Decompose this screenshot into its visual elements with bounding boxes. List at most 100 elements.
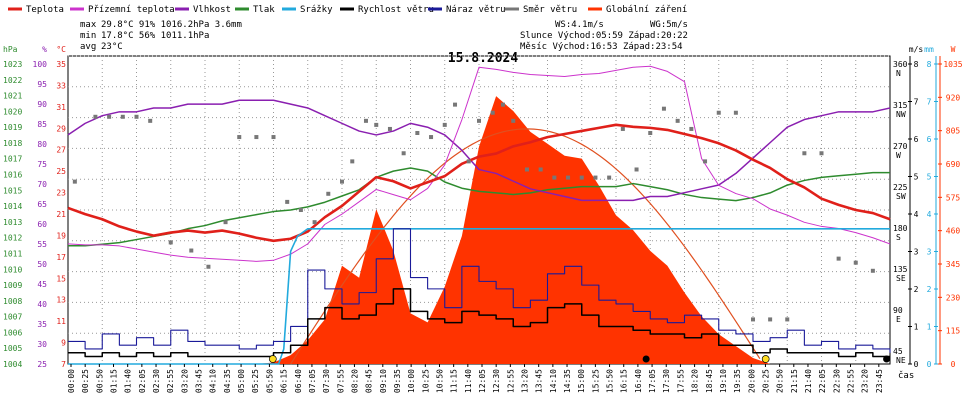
x-tick-label: 13:45 xyxy=(535,369,544,393)
hpa-axis-tick: 1008 xyxy=(3,297,22,306)
wind-direction-point xyxy=(648,131,653,135)
wind-direction-point xyxy=(716,110,721,115)
wind-direction-point xyxy=(802,151,807,156)
ms-axis-tick: 2 xyxy=(914,285,919,294)
w-axis-tick: 460 xyxy=(946,227,961,236)
wind-direction-point xyxy=(661,106,666,111)
chart-title: 15.8.2024 xyxy=(448,51,519,66)
w-axis-tick: 1035 xyxy=(943,60,962,69)
legend-label: Náraz větru xyxy=(446,5,506,15)
x-tick-label: 03:20 xyxy=(180,369,189,393)
degc-axis-tick: 9 xyxy=(61,339,66,348)
degc-axis-tick: 25 xyxy=(56,167,66,176)
dir-tick-name: SW xyxy=(896,192,906,201)
x-tick-label: 23:20 xyxy=(861,369,870,393)
wind-direction-point xyxy=(675,118,680,123)
stat-max-values: 29.8°C 91% 1016.2hPa 3.6mm xyxy=(101,20,242,30)
hpa-axis-tick: 1020 xyxy=(3,107,22,116)
x-tick-label: 01:40 xyxy=(124,369,133,393)
degc-axis-tick: 11 xyxy=(56,317,66,326)
wind-direction-point xyxy=(363,118,368,123)
wind-direction-point xyxy=(107,114,112,119)
pct-axis-tick: 70 xyxy=(37,180,47,189)
wind-direction-point xyxy=(620,126,625,131)
series-line xyxy=(67,123,891,243)
x-tick-label: 02:05 xyxy=(138,369,147,393)
hpa-axis-tick: 1015 xyxy=(3,186,22,195)
wind-direction-point xyxy=(237,135,242,140)
wind-direction-point xyxy=(751,317,755,322)
pct-axis-unit: % xyxy=(42,45,47,54)
dir-tick-deg: 180 xyxy=(893,224,908,233)
stats-panel: max 29.8°C 91% 1016.2hPa 3.6mm min 17.8°… xyxy=(80,20,688,52)
wind-direction-point xyxy=(148,118,153,123)
pct-axis-tick: 40 xyxy=(37,300,47,309)
w-axis-tick: 115 xyxy=(946,327,961,336)
hpa-axis-tick: 1017 xyxy=(3,155,22,164)
x-tick-label: 12:30 xyxy=(492,369,501,393)
x-tick-label: 22:55 xyxy=(846,369,855,393)
ms-axis-tick: 8 xyxy=(914,60,919,69)
hpa-axis-tick: 1009 xyxy=(3,281,22,290)
x-tick-label: 08:20 xyxy=(350,369,359,393)
ms-axis-tick: 3 xyxy=(914,248,919,257)
mm-axis-tick: 7 xyxy=(927,98,932,107)
stat-avg-label: avg xyxy=(80,42,96,52)
dir-tick-deg: 225 xyxy=(893,183,908,192)
x-tick-label: 17:30 xyxy=(662,369,671,393)
wind-direction-point xyxy=(285,199,290,204)
x-tick-label: 10:25 xyxy=(421,369,430,393)
ms-axis-tick: 5 xyxy=(914,173,919,182)
x-tick-label: 12:55 xyxy=(506,369,515,393)
hpa-axis-tick: 1007 xyxy=(3,313,22,322)
series-line xyxy=(68,288,890,358)
pct-axis-tick: 30 xyxy=(37,340,47,349)
degc-axis-tick: 13 xyxy=(56,296,66,305)
legend-label: Přízemní teplota xyxy=(88,5,175,15)
x-tick-label: 06:40 xyxy=(294,369,303,393)
wind-direction-point xyxy=(415,131,420,135)
wind-direction-point xyxy=(511,118,516,123)
x-tick-label: 04:35 xyxy=(223,369,232,393)
stat-wg: WG:5m/s xyxy=(650,20,688,30)
moonset-marker xyxy=(883,355,891,363)
wind-direction-point xyxy=(168,240,173,245)
wind-direction-point xyxy=(429,135,434,140)
w-axis-tick: 575 xyxy=(946,193,961,202)
wind-direction-point xyxy=(500,102,505,107)
hpa-axis-tick: 1012 xyxy=(3,234,22,243)
w-axis-tick: 690 xyxy=(946,160,961,169)
dir-tick-name: NE xyxy=(896,356,906,365)
x-tick-label: 11:15 xyxy=(450,369,459,393)
moonrise-marker xyxy=(642,355,650,363)
wind-direction-point xyxy=(634,167,639,172)
x-tick-label: 20:50 xyxy=(776,369,785,393)
hpa-axis-tick: 1014 xyxy=(3,202,22,211)
degc-axis-tick: 35 xyxy=(56,60,66,69)
stat-moon: Měsíc Východ:16:53 Západ:23:54 xyxy=(520,42,683,52)
hpa-axis-tick: 1019 xyxy=(3,123,22,132)
x-tick-label: 14:35 xyxy=(563,369,572,393)
wind-direction-point xyxy=(593,175,598,180)
x-tick-label: 07:30 xyxy=(322,369,331,393)
hpa-axis-tick: 1022 xyxy=(3,76,22,85)
wind-direction-point xyxy=(836,256,841,261)
dir-tick-deg: 45 xyxy=(893,347,903,356)
x-tick-label: 14:10 xyxy=(549,369,558,393)
w-axis-tick: 345 xyxy=(946,260,961,269)
x-tick-label: 17:55 xyxy=(676,369,685,393)
x-tick-label: 15:00 xyxy=(577,369,586,393)
series-radiation-area xyxy=(68,96,890,364)
x-tick-label: 15:25 xyxy=(591,369,600,393)
degc-axis-tick: 19 xyxy=(56,231,66,240)
stat-avg-values: 23°C xyxy=(101,42,123,52)
x-tick-label: 21:40 xyxy=(804,369,813,393)
x-tick-label: 19:35 xyxy=(733,369,742,393)
stat-min-values: 17.8°C 56% 1011.1hPa xyxy=(101,31,209,41)
x-tick-label: 02:30 xyxy=(152,369,161,393)
degc-axis-tick: 7 xyxy=(61,360,66,369)
degc-axis-tick: 21 xyxy=(56,210,66,219)
hpa-axis-tick: 1023 xyxy=(3,60,22,69)
